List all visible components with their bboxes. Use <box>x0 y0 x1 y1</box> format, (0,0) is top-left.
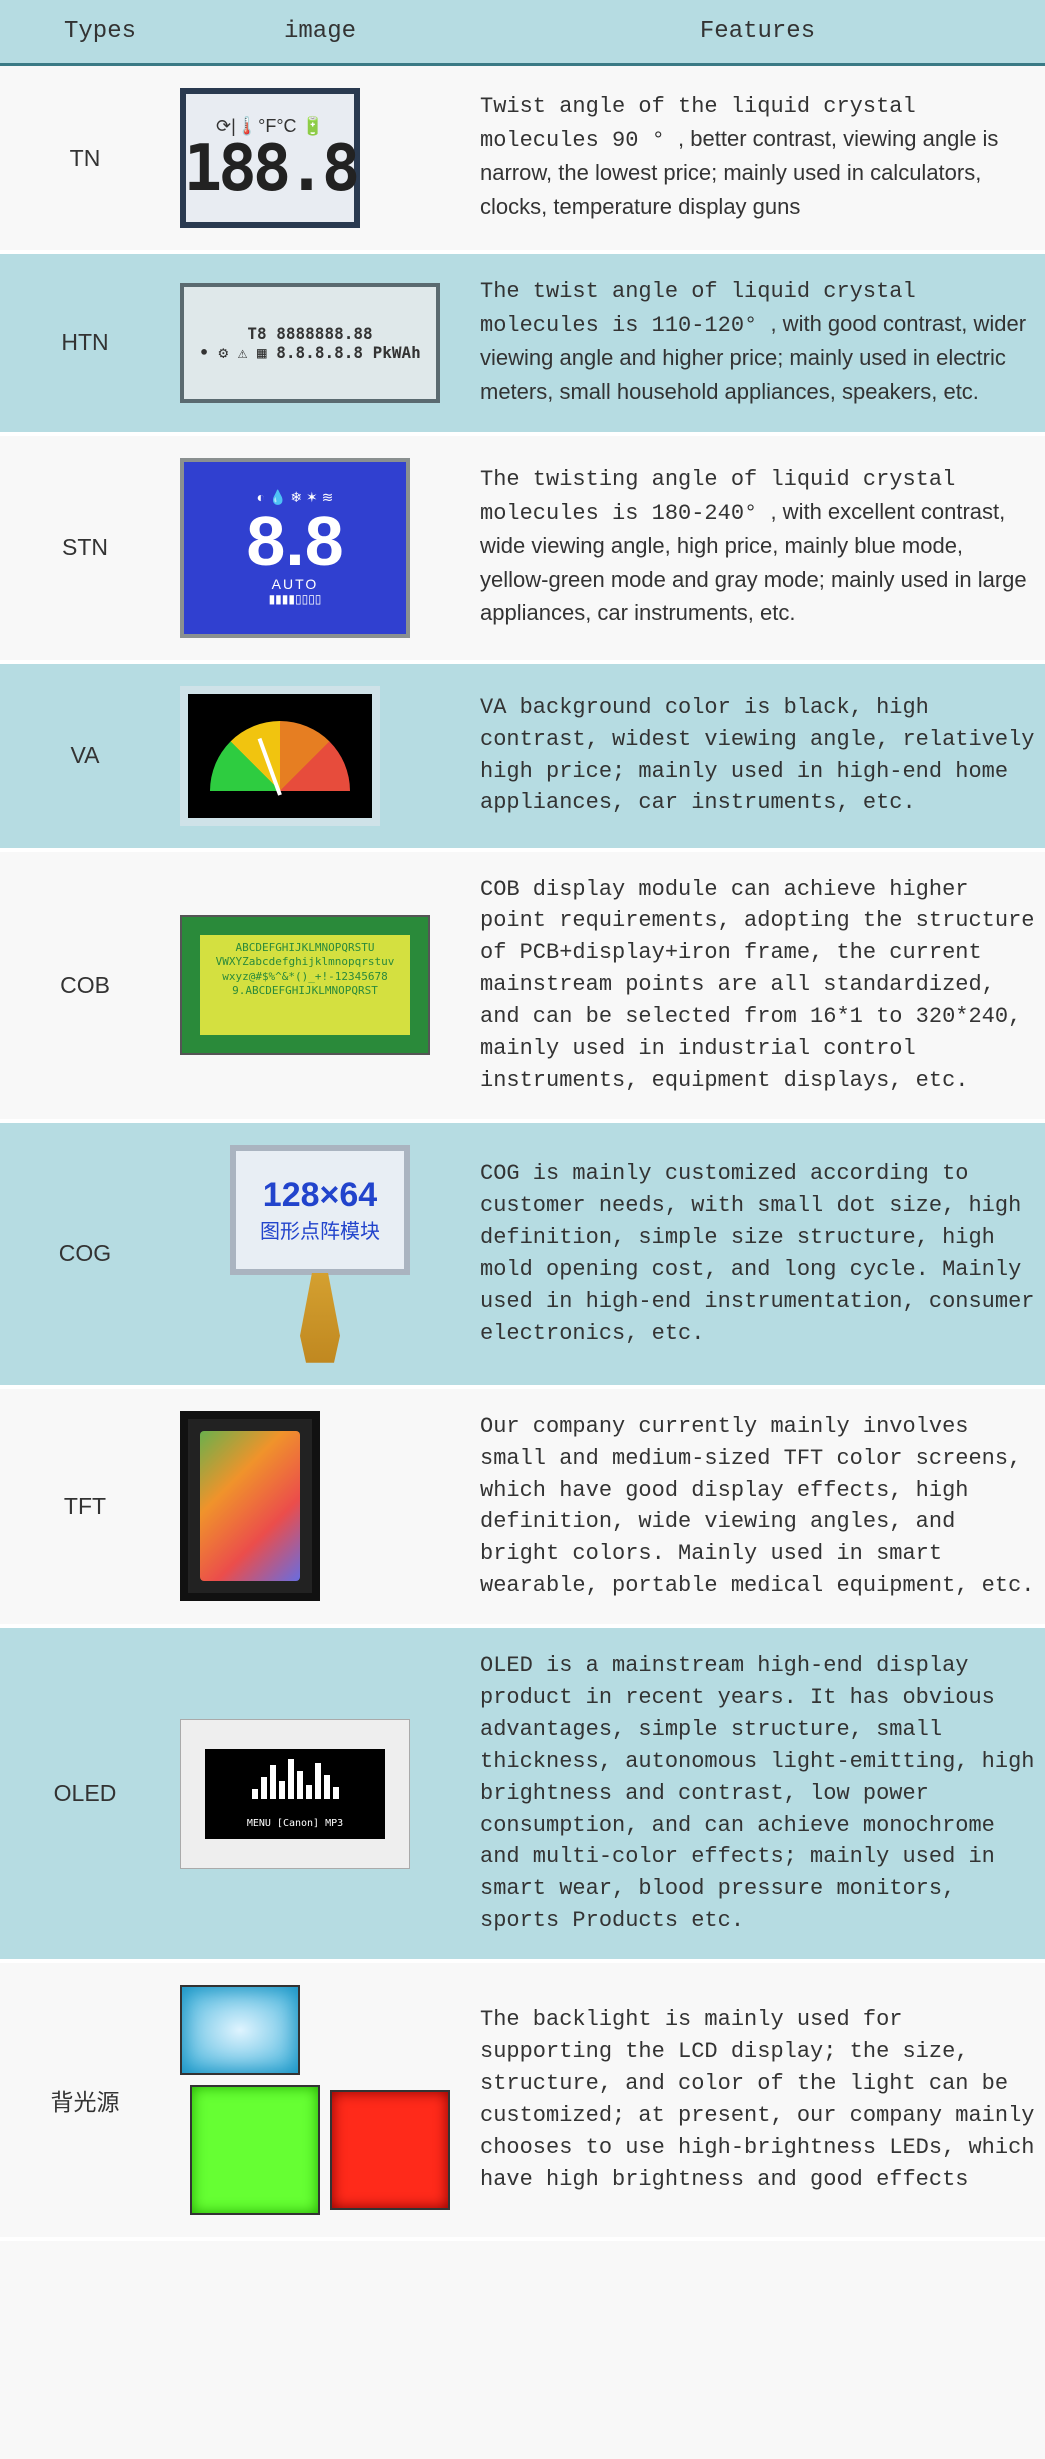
features-cell: Our company currently mainly involves sm… <box>470 1387 1045 1626</box>
table-row: VA VA background color is black, high co… <box>0 662 1045 850</box>
features-cell: The twisting angle of liquid crystal mol… <box>470 434 1045 662</box>
table-row: COB ABCDEFGHIJKLMNOPQRSTUVWXYZabcdefghij… <box>0 850 1045 1121</box>
tft-screen-icon <box>200 1431 300 1581</box>
feature-text-mono: VA background color is black, high contr… <box>480 695 1035 816</box>
type-label: OLED <box>0 1626 170 1961</box>
type-label: COB <box>0 850 170 1121</box>
image-cell: ⟳|🌡️°F°C 🔋 188.8 <box>170 65 470 253</box>
backlight-images <box>180 1985 460 2215</box>
col-features: Features <box>470 0 1045 65</box>
cob-display-image: ABCDEFGHIJKLMNOPQRSTUVWXYZabcdefghijklmn… <box>180 915 430 1055</box>
features-cell: COG is mainly customized according to cu… <box>470 1121 1045 1387</box>
stn-display-image: ◐ 💧 ❄ ✶ ≋ 8.8 AUTO ▮▮▮▮▯▯▯▯ <box>180 458 410 638</box>
equalizer-icon <box>215 1759 375 1799</box>
backlight-green-icon <box>190 2085 320 2215</box>
type-label: VA <box>0 662 170 850</box>
image-cell: ◐ 💧 ❄ ✶ ≋ 8.8 AUTO ▮▮▮▮▯▯▯▯ <box>170 434 470 662</box>
image-cell: ABCDEFGHIJKLMNOPQRSTUVWXYZabcdefghijklmn… <box>170 850 470 1121</box>
table-row: HTN T8 8888888.88 • ⚙ ⚠ ▦ 8.8.8.8.8 PkWA… <box>0 252 1045 434</box>
type-label: HTN <box>0 252 170 434</box>
table-header-row: Types image Features <box>0 0 1045 65</box>
features-cell: OLED is a mainstream high-end display pr… <box>470 1626 1045 1961</box>
col-types: Types <box>0 0 170 65</box>
image-cell <box>170 1387 470 1626</box>
gauge-icon <box>210 721 350 791</box>
type-label: TFT <box>0 1387 170 1626</box>
features-cell: Twist angle of the liquid crystal molecu… <box>470 65 1045 253</box>
feature-text-mono: The backlight is mainly used for support… <box>480 2007 1035 2191</box>
features-cell: The backlight is mainly used for support… <box>470 1961 1045 2239</box>
table-row: STN ◐ 💧 ❄ ✶ ≋ 8.8 AUTO ▮▮▮▮▯▯▯▯ The twis… <box>0 434 1045 662</box>
tn-display-image: ⟳|🌡️°F°C 🔋 188.8 <box>180 88 360 228</box>
va-display-image <box>180 686 380 826</box>
type-label: STN <box>0 434 170 662</box>
table-row: TFT Our company currently mainly involve… <box>0 1387 1045 1626</box>
table-row: 背光源 The backlight is mainly used for sup… <box>0 1961 1045 2239</box>
table-row: COG 128×64图形点阵模块 COG is mainly customize… <box>0 1121 1045 1387</box>
type-label: TN <box>0 65 170 253</box>
backlight-blue-icon <box>180 1985 300 2075</box>
col-image: image <box>170 0 470 65</box>
feature-text-mono: Our company currently mainly involves sm… <box>480 1414 1035 1598</box>
image-cell: 128×64图形点阵模块 <box>170 1121 470 1387</box>
table-row: TN ⟳|🌡️°F°C 🔋 188.8 Twist angle of the l… <box>0 65 1045 253</box>
type-label: 背光源 <box>0 1961 170 2239</box>
htn-display-image: T8 8888888.88 • ⚙ ⚠ ▦ 8.8.8.8.8 PkWAh <box>180 283 440 403</box>
features-cell: VA background color is black, high contr… <box>470 662 1045 850</box>
image-cell: T8 8888888.88 • ⚙ ⚠ ▦ 8.8.8.8.8 PkWAh <box>170 252 470 434</box>
features-cell: COB display module can achieve higher po… <box>470 850 1045 1121</box>
oled-display-image: MENU [Canon] MP3 <box>180 1719 410 1869</box>
tft-display-image <box>180 1411 320 1601</box>
flex-cable-icon <box>300 1273 340 1363</box>
image-cell <box>170 662 470 850</box>
feature-text-mono: COB display module can achieve higher po… <box>480 877 1035 1093</box>
feature-text-mono: COG is mainly customized according to cu… <box>480 1161 1035 1345</box>
lcd-types-table: Types image Features TN ⟳|🌡️°F°C 🔋 188.8… <box>0 0 1045 2241</box>
image-cell: MENU [Canon] MP3 <box>170 1626 470 1961</box>
type-label: COG <box>0 1121 170 1387</box>
table-row: OLED MENU [Canon] MP3 OLED is a mainstre… <box>0 1626 1045 1961</box>
feature-text-mono: OLED is a mainstream high-end display pr… <box>480 1653 1035 1933</box>
backlight-red-icon <box>330 2090 450 2210</box>
features-cell: The twist angle of liquid crystal molecu… <box>470 252 1045 434</box>
image-cell <box>170 1961 470 2239</box>
tn-digits: 188.8 <box>184 137 357 201</box>
cog-display-image: 128×64图形点阵模块 <box>230 1145 410 1363</box>
